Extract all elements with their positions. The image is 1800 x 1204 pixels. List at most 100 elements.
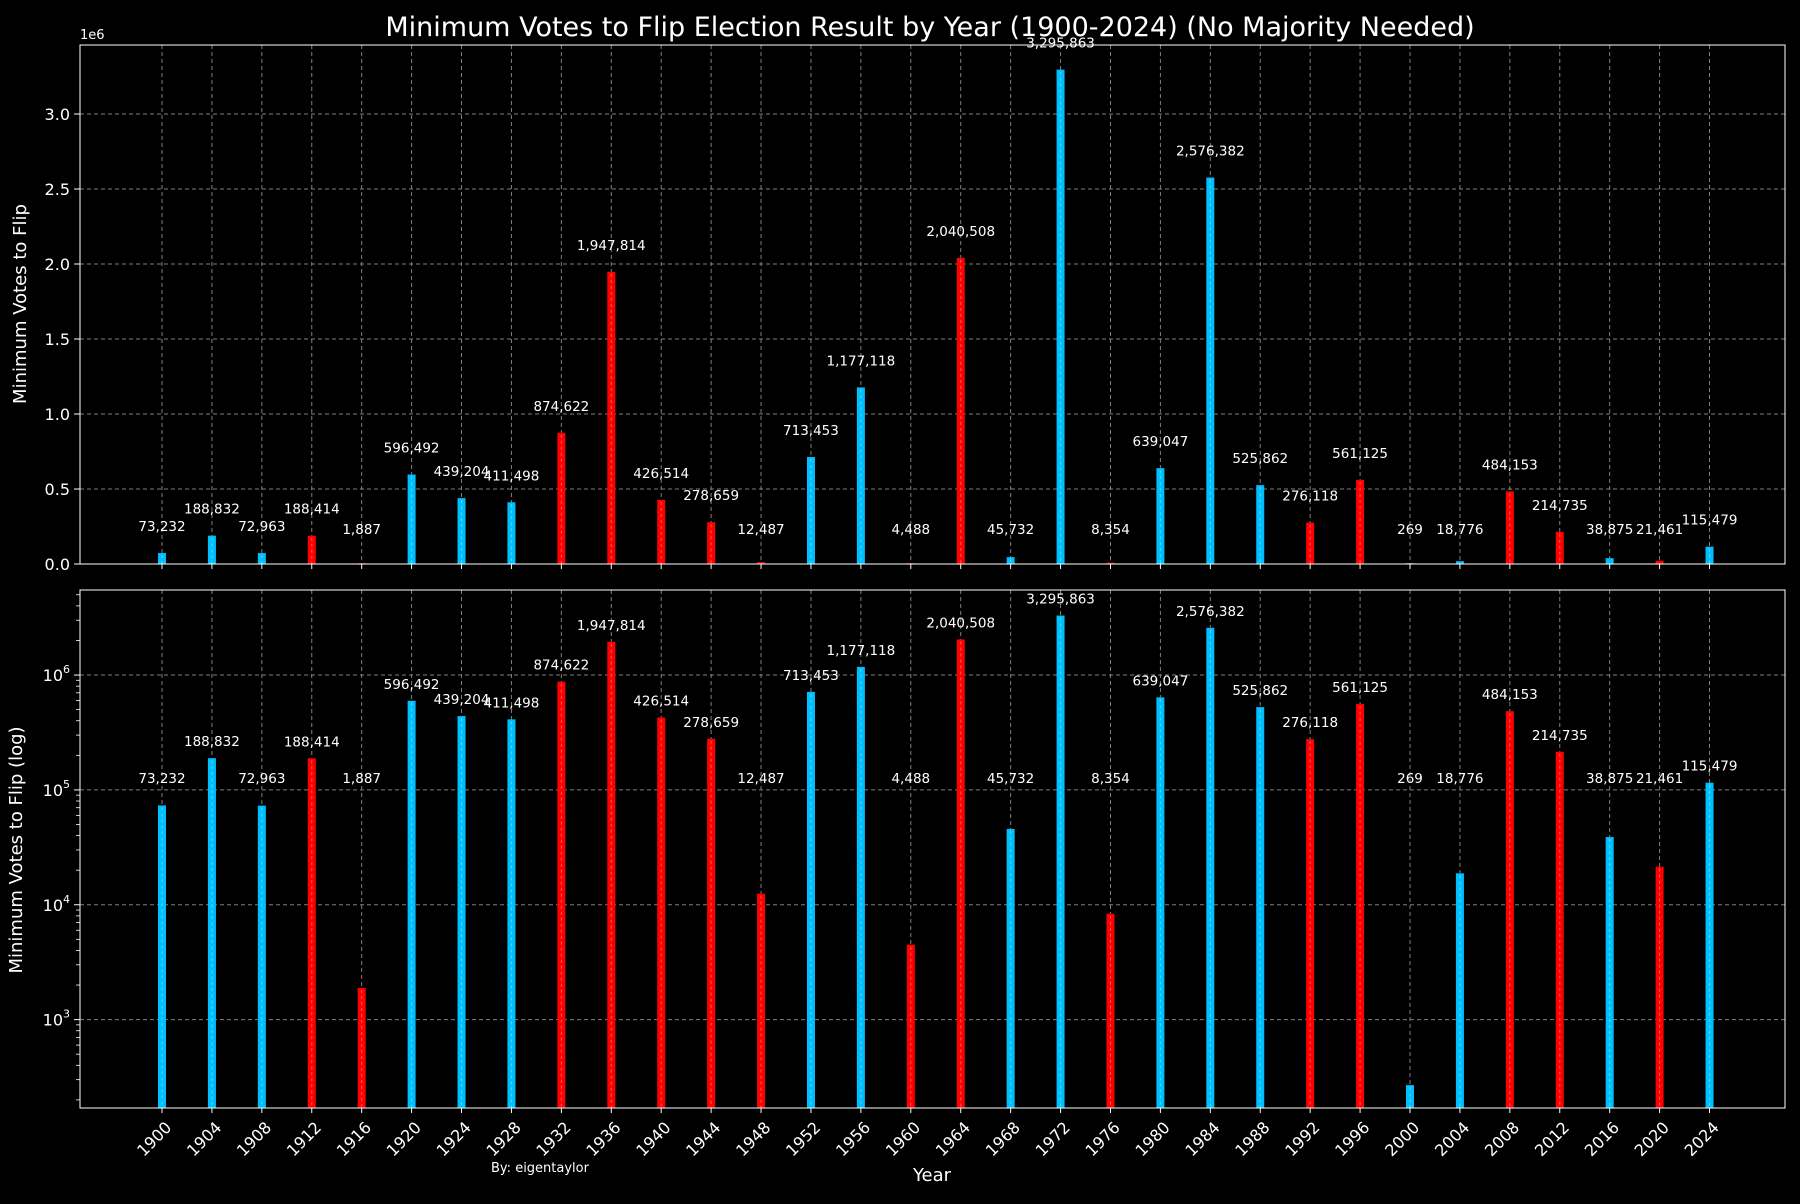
bar-1952[interactable] xyxy=(806,456,815,564)
bar-2024[interactable] xyxy=(1705,546,1714,564)
bottom-panel: 103 104 105 106 Minimum Votes to Flip (log) 7… xyxy=(6,589,1786,1160)
bar-2020[interactable] xyxy=(1655,866,1664,1108)
bar-1944[interactable] xyxy=(707,738,716,1108)
bar-2000[interactable] xyxy=(1406,1085,1414,1108)
bar-1968[interactable] xyxy=(1006,828,1015,1108)
value-label: 214,735 xyxy=(1532,498,1588,514)
bar-1964[interactable] xyxy=(956,257,965,564)
bar-1920[interactable] xyxy=(407,474,416,564)
bar-2020[interactable] xyxy=(1655,560,1664,564)
value-label: 1,947,814 xyxy=(577,618,646,634)
bar-1992[interactable] xyxy=(1306,522,1315,564)
top-panel: 0.0 0.5 1.0 1.5 2.0 2.5 3.0 1e6 Minimum Votes to… xyxy=(10,28,1786,574)
bar-2016[interactable] xyxy=(1605,837,1614,1108)
bar-1972[interactable] xyxy=(1056,69,1065,565)
bar-1900[interactable] xyxy=(158,805,166,1108)
bar-1976[interactable] xyxy=(1106,562,1115,564)
y-axis-label: Minimum Votes to Flip xyxy=(10,204,31,404)
bar-1988[interactable] xyxy=(1256,485,1265,564)
value-label: 426,514 xyxy=(633,694,689,710)
bar-1976[interactable] xyxy=(1106,913,1115,1108)
value-label: 276,118 xyxy=(1282,489,1338,505)
bar-2008[interactable] xyxy=(1505,491,1514,564)
bar-1984[interactable] xyxy=(1206,177,1215,564)
bar-2024[interactable] xyxy=(1705,782,1714,1108)
bar-1928[interactable] xyxy=(507,719,516,1108)
x-tick-label: 1908 xyxy=(233,1118,275,1160)
bar-1956[interactable] xyxy=(856,666,865,1108)
bar-1944[interactable] xyxy=(707,522,716,564)
bar-1948[interactable] xyxy=(757,893,766,1108)
bar-1908[interactable] xyxy=(257,553,266,564)
bar-1912[interactable] xyxy=(307,758,316,1108)
y-tick-label: 106 xyxy=(43,663,70,685)
x-tick-label: 1928 xyxy=(483,1118,525,1160)
credit-text: By: eigentaylor xyxy=(491,1161,590,1176)
bar-2008[interactable] xyxy=(1505,711,1514,1108)
x-tick-label: 1956 xyxy=(832,1118,874,1160)
x-tick-label: 2016 xyxy=(1581,1118,1623,1160)
bar-2012[interactable] xyxy=(1555,531,1564,564)
y-tick-label: 103 xyxy=(43,1008,70,1030)
bar-1948[interactable] xyxy=(757,562,766,564)
value-label: 72,963 xyxy=(238,519,285,535)
bar-1936[interactable] xyxy=(607,271,616,564)
bar-1924[interactable] xyxy=(457,716,466,1108)
value-label: 2,576,382 xyxy=(1176,604,1245,620)
value-label: 713,453 xyxy=(783,668,839,684)
bar-1940[interactable] xyxy=(657,500,666,564)
value-label: 73,232 xyxy=(138,519,185,535)
y-tick-label: 3.0 xyxy=(45,105,70,124)
value-label: 525,862 xyxy=(1232,451,1288,467)
bar-1984[interactable] xyxy=(1206,627,1215,1108)
bar-1980[interactable] xyxy=(1156,697,1165,1108)
bar-1968[interactable] xyxy=(1006,557,1015,564)
bar-1972[interactable] xyxy=(1056,615,1065,1108)
bar-1924[interactable] xyxy=(457,498,466,564)
value-label: 874,622 xyxy=(533,658,589,674)
bar-1988[interactable] xyxy=(1256,707,1265,1108)
bar-1904[interactable] xyxy=(207,535,216,564)
bar-1960[interactable] xyxy=(906,944,915,1108)
value-label: 4,488 xyxy=(891,522,930,538)
bar-2004[interactable] xyxy=(1455,561,1464,564)
value-label: 484,153 xyxy=(1482,687,1538,703)
bar-1904[interactable] xyxy=(207,758,216,1108)
value-label: 45,732 xyxy=(987,522,1034,538)
bar-1992[interactable] xyxy=(1306,739,1315,1108)
x-tick-label: 1920 xyxy=(383,1118,425,1160)
x-tick-label: 1916 xyxy=(333,1118,375,1160)
x-tick-label: 1996 xyxy=(1331,1118,1373,1160)
bar-1940[interactable] xyxy=(657,717,666,1108)
bar-1952[interactable] xyxy=(806,691,815,1108)
y-tick-label: 0.5 xyxy=(45,480,70,499)
value-label: 188,832 xyxy=(184,734,240,750)
x-tick-label: 1936 xyxy=(582,1118,624,1160)
bar-1908[interactable] xyxy=(257,805,266,1108)
value-label: 525,862 xyxy=(1232,683,1288,699)
x-tick-label: 2012 xyxy=(1531,1118,1573,1160)
x-tick-label: 1968 xyxy=(982,1118,1024,1160)
bar-1996[interactable] xyxy=(1356,479,1365,564)
bar-1980[interactable] xyxy=(1156,468,1165,564)
bar-1916[interactable] xyxy=(357,987,366,1108)
bar-1996[interactable] xyxy=(1356,703,1365,1108)
bar-1912[interactable] xyxy=(307,535,316,564)
bar-1932[interactable] xyxy=(557,681,566,1108)
bar-1900[interactable] xyxy=(158,553,166,564)
bar-1932[interactable] xyxy=(557,432,566,564)
value-label: 278,659 xyxy=(683,488,739,504)
bar-2004[interactable] xyxy=(1455,873,1464,1108)
bar-2012[interactable] xyxy=(1555,751,1564,1108)
bar-1956[interactable] xyxy=(856,387,865,564)
bar-1920[interactable] xyxy=(407,700,416,1108)
bar-1964[interactable] xyxy=(956,639,965,1108)
y-axis-label: Minimum Votes to Flip (log) xyxy=(6,726,27,973)
bar-1928[interactable] xyxy=(507,502,516,564)
axes-frame xyxy=(79,589,1786,1109)
bar-1936[interactable] xyxy=(607,641,616,1108)
bar-2016[interactable] xyxy=(1605,558,1614,564)
value-label: 561,125 xyxy=(1332,680,1388,696)
value-label: 426,514 xyxy=(633,466,689,482)
